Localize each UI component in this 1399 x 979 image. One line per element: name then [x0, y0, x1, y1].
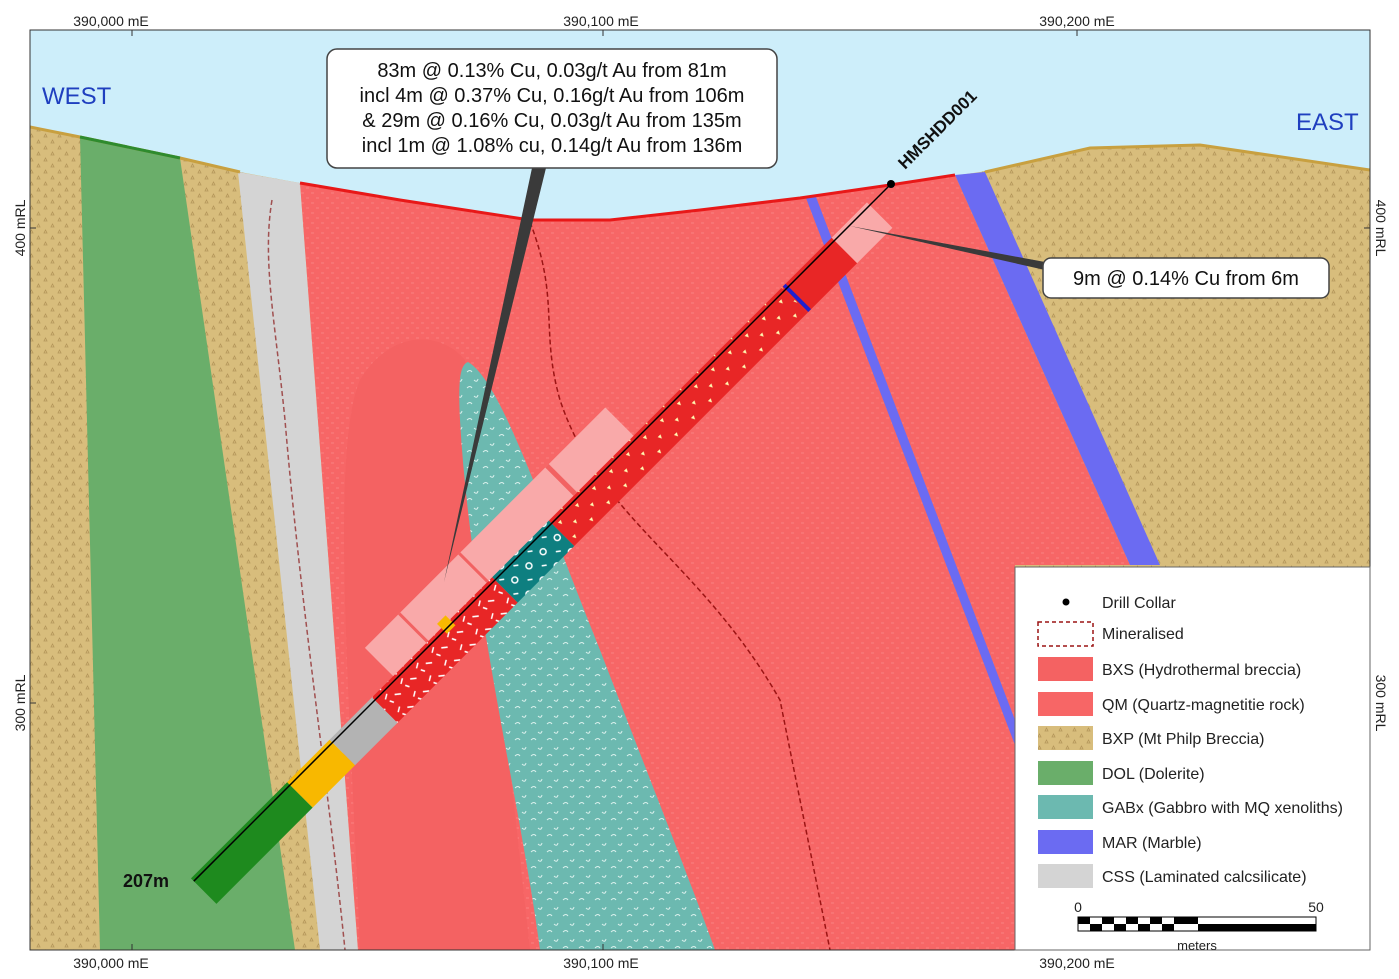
map-frame	[29, 29, 1371, 951]
mineralised-interval	[458, 552, 489, 583]
legend-swatch	[1037, 621, 1094, 647]
legend-swatch	[1038, 761, 1093, 785]
hole-segment	[190, 782, 313, 904]
hole-segment	[492, 520, 575, 603]
callout-text: 83m @ 0.13% Cu, 0.03g/t Au from 81m	[377, 60, 726, 82]
mineralised-outline	[529, 221, 831, 950]
surface-line	[984, 143, 1370, 174]
easting-label: 390,200 mE	[1039, 955, 1115, 971]
legend: Drill Collar Mineralised BXS (Hydrotherm…	[1014, 566, 1371, 953]
callout-pointer	[850, 226, 1045, 270]
legend-label: Drill Collar	[1102, 595, 1176, 612]
west-label: WEST	[42, 83, 112, 110]
depth-label: 207m	[123, 871, 169, 891]
legend-swatch	[1038, 830, 1093, 854]
hole-segment	[831, 202, 893, 264]
callout-text: 9m @ 0.14% Cu from 6m	[1073, 268, 1299, 290]
callout: 9m @ 0.14% Cu from 6m	[850, 226, 1330, 299]
mar-unit	[806, 197, 1015, 745]
easting-label: 390,100 mE	[563, 955, 639, 971]
rl-label: 300 mRL	[12, 674, 28, 731]
scale-label: 0	[1074, 899, 1082, 915]
callout-text: incl 4m @ 0.37% Cu, 0.16g/t Au from 106m	[360, 85, 745, 107]
hole-segment	[782, 283, 812, 312]
easting-label: 390,000 mE	[73, 955, 149, 971]
legend-label: MAR (Marble)	[1102, 835, 1202, 852]
legend-label: QM (Quartz-magnetitie rock)	[1102, 697, 1305, 714]
legend-swatch	[1038, 726, 1093, 750]
easting-label: 390,000 mE	[73, 13, 149, 29]
scale-bar	[1077, 916, 1317, 932]
legend-label: BXS (Hydrothermal breccia)	[1102, 662, 1301, 679]
callout-pointer	[444, 168, 546, 582]
scale-label: 50	[1308, 899, 1324, 915]
callout-box	[326, 48, 778, 169]
mineralised-interval	[545, 464, 578, 496]
mar-unit	[955, 172, 1160, 565]
legend-box	[1014, 566, 1371, 951]
mineralised-interval	[398, 612, 429, 643]
scale-unit: meters	[1177, 938, 1217, 953]
legend-swatch	[1038, 795, 1093, 819]
hole-segment	[548, 287, 808, 547]
easting-label: 390,100 mE	[563, 13, 639, 29]
legend-swatch	[1062, 598, 1070, 606]
legend-swatch	[1038, 657, 1093, 681]
easting-label: 390,200 mE	[1039, 13, 1115, 29]
surface-line	[299, 173, 956, 222]
callout-text: & 29m @ 0.16% Cu, 0.03g/t Au from 135m	[362, 110, 741, 132]
drill-collar	[887, 180, 895, 188]
callout-box	[1042, 257, 1330, 299]
dol-unit	[80, 137, 295, 950]
rl-label: 400 mRL	[1373, 200, 1389, 257]
grid-ticks	[30, 30, 1370, 950]
hole-trace	[193, 183, 892, 882]
hole-segment	[782, 237, 858, 313]
east-label: EAST	[1296, 109, 1359, 136]
callout: 83m @ 0.13% Cu, 0.03g/t Au from 81m incl…	[326, 48, 778, 582]
hole-segment	[329, 697, 398, 766]
legend-swatch	[1038, 864, 1093, 888]
legend-label: DOL (Dolerite)	[1102, 766, 1205, 783]
surface-line	[79, 135, 181, 160]
legend-label: CSS (Laminated calcsilicate)	[1102, 869, 1307, 886]
hole-segment	[371, 577, 518, 723]
mineralised-interval	[437, 615, 456, 634]
mineralised-interval	[364, 407, 634, 677]
rl-label: 300 mRL	[1373, 675, 1389, 732]
callout-text: incl 1m @ 1.08% cu, 0.14g/t Au from 136m	[362, 135, 743, 157]
hole-segment	[287, 739, 356, 808]
legend-swatch	[1038, 692, 1093, 716]
legend-label: BXP (Mt Philp Breccia)	[1102, 731, 1264, 748]
legend-label: Mineralised	[1102, 626, 1184, 643]
legend-label: GABx (Gabbro with MQ xenoliths)	[1102, 800, 1343, 817]
rl-label: 400 mRL	[12, 199, 28, 256]
drill-hole	[190, 183, 893, 904]
